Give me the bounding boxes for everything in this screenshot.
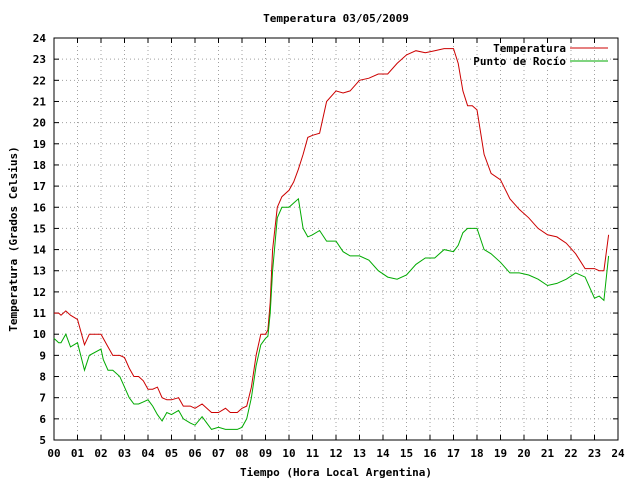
y-tick-label: 24 bbox=[33, 32, 47, 45]
x-tick-label: 16 bbox=[423, 447, 437, 460]
x-tick-label: 20 bbox=[517, 447, 530, 460]
x-tick-label: 09 bbox=[259, 447, 272, 460]
x-tick-label: 19 bbox=[494, 447, 507, 460]
y-tick-label: 19 bbox=[33, 138, 46, 151]
x-tick-label: 00 bbox=[47, 447, 60, 460]
y-tick-label: 10 bbox=[33, 328, 46, 341]
x-tick-label: 12 bbox=[329, 447, 342, 460]
legend-label-temperatura: Temperatura bbox=[493, 42, 566, 55]
x-tick-label: 13 bbox=[353, 447, 366, 460]
y-tick-label: 21 bbox=[33, 95, 47, 108]
y-tick-label: 8 bbox=[39, 371, 46, 384]
legend: Temperatura Punto de Rocío bbox=[473, 42, 608, 68]
x-tick-label: 24 bbox=[611, 447, 625, 460]
series-line-punto-de-rocio bbox=[53, 197, 610, 430]
x-tick-label: 18 bbox=[470, 447, 483, 460]
x-tick-label: 01 bbox=[71, 447, 85, 460]
x-tick-label: 06 bbox=[188, 447, 202, 460]
y-tick-label: 5 bbox=[39, 434, 46, 447]
x-tick-label: 05 bbox=[165, 447, 178, 460]
y-tick-label: 7 bbox=[39, 392, 46, 405]
grid-lines bbox=[54, 38, 618, 440]
x-tick-label: 14 bbox=[376, 447, 390, 460]
x-tick-label: 17 bbox=[447, 447, 460, 460]
y-tick-label: 13 bbox=[33, 265, 46, 278]
y-axis-ticks: 5 6 7 8 9 10 11 12 13 14 15 16 17 18 19 20 21 22 23 24 bbox=[33, 32, 618, 447]
y-tick-label: 6 bbox=[39, 413, 46, 426]
x-axis-ticks: 00 01 02 03 04 05 06 07 08 09 10 11 12 13 14 15 16 17 18 19… bbox=[47, 38, 625, 460]
x-tick-label: 04 bbox=[141, 447, 155, 460]
y-tick-label: 17 bbox=[33, 180, 46, 193]
y-tick-label: 12 bbox=[33, 286, 46, 299]
x-tick-label: 23 bbox=[588, 447, 601, 460]
x-tick-label: 15 bbox=[400, 447, 413, 460]
y-tick-label: 16 bbox=[33, 201, 47, 214]
y-tick-label: 23 bbox=[33, 53, 46, 66]
x-tick-label: 07 bbox=[212, 447, 225, 460]
x-tick-label: 02 bbox=[94, 447, 107, 460]
y-tick-label: 20 bbox=[33, 117, 46, 130]
x-axis-label: Tiempo (Hora Local Argentina) bbox=[240, 466, 432, 479]
y-tick-label: 15 bbox=[33, 222, 46, 235]
chart-title: Temperatura 03/05/2009 bbox=[263, 12, 409, 25]
x-tick-label: 21 bbox=[541, 447, 555, 460]
x-tick-label: 08 bbox=[235, 447, 248, 460]
legend-label-punto-de-rocio: Punto de Rocío bbox=[473, 55, 566, 68]
y-tick-label: 22 bbox=[33, 74, 46, 87]
y-axis-label: Temperatura (Grados Celsius) bbox=[7, 146, 20, 331]
y-tick-label: 11 bbox=[33, 307, 47, 320]
x-tick-label: 22 bbox=[564, 447, 577, 460]
y-tick-label: 14 bbox=[33, 244, 47, 257]
y-tick-label: 9 bbox=[39, 349, 46, 362]
x-tick-label: 03 bbox=[118, 447, 131, 460]
x-tick-label: 11 bbox=[306, 447, 320, 460]
x-tick-label: 10 bbox=[282, 447, 295, 460]
y-tick-label: 18 bbox=[33, 159, 46, 172]
series-layer bbox=[53, 48, 610, 430]
series-line-temperatura bbox=[54, 48, 610, 413]
